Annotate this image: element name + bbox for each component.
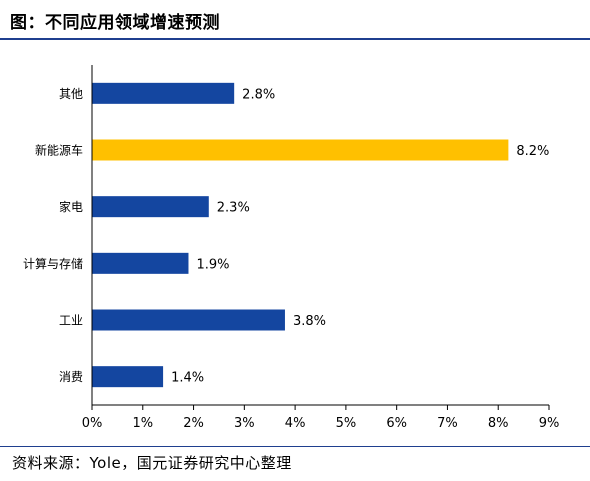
x-tick-label: 5% xyxy=(336,416,357,431)
x-tick-label: 6% xyxy=(386,416,407,431)
data-label: 1.4% xyxy=(171,371,204,386)
category-label: 家电 xyxy=(59,199,83,214)
category-label: 消费 xyxy=(59,370,83,384)
data-label: 2.3% xyxy=(217,201,250,216)
x-tick-label: 8% xyxy=(488,416,509,431)
x-tick-label: 4% xyxy=(285,416,306,431)
x-tick-label: 1% xyxy=(132,416,153,431)
bar-chart: 其他 2.8% 新能源车 8.2% 家电 2.3% 计算与存储 1.9% 工业 3.8% 消费 1.4… xyxy=(23,65,560,431)
data-label: 1.9% xyxy=(196,257,229,272)
bar xyxy=(92,309,285,331)
bar xyxy=(92,252,189,274)
chart-title: 图：不同应用领域增速预测 xyxy=(10,13,220,33)
source-note: 资料来源：Yole，国元证券研究中心整理 xyxy=(12,454,292,472)
bar xyxy=(92,82,235,104)
bar xyxy=(92,366,164,388)
data-label: 8.2% xyxy=(516,144,549,159)
x-tick-label: 7% xyxy=(437,416,458,431)
category-label: 工业 xyxy=(59,314,83,328)
x-tick-label: 0% xyxy=(82,416,103,431)
source-divider xyxy=(0,446,590,447)
title-divider xyxy=(0,38,590,40)
data-label: 3.8% xyxy=(293,314,326,329)
x-tick-label: 9% xyxy=(539,416,560,431)
x-tick-label: 2% xyxy=(183,416,204,431)
category-label: 其他 xyxy=(59,87,83,101)
data-label: 2.8% xyxy=(242,87,275,102)
bar xyxy=(92,196,209,218)
bar xyxy=(92,139,509,161)
x-tick-label: 3% xyxy=(234,416,255,431)
category-label: 计算与存储 xyxy=(23,256,83,271)
category-label: 新能源车 xyxy=(35,143,83,158)
